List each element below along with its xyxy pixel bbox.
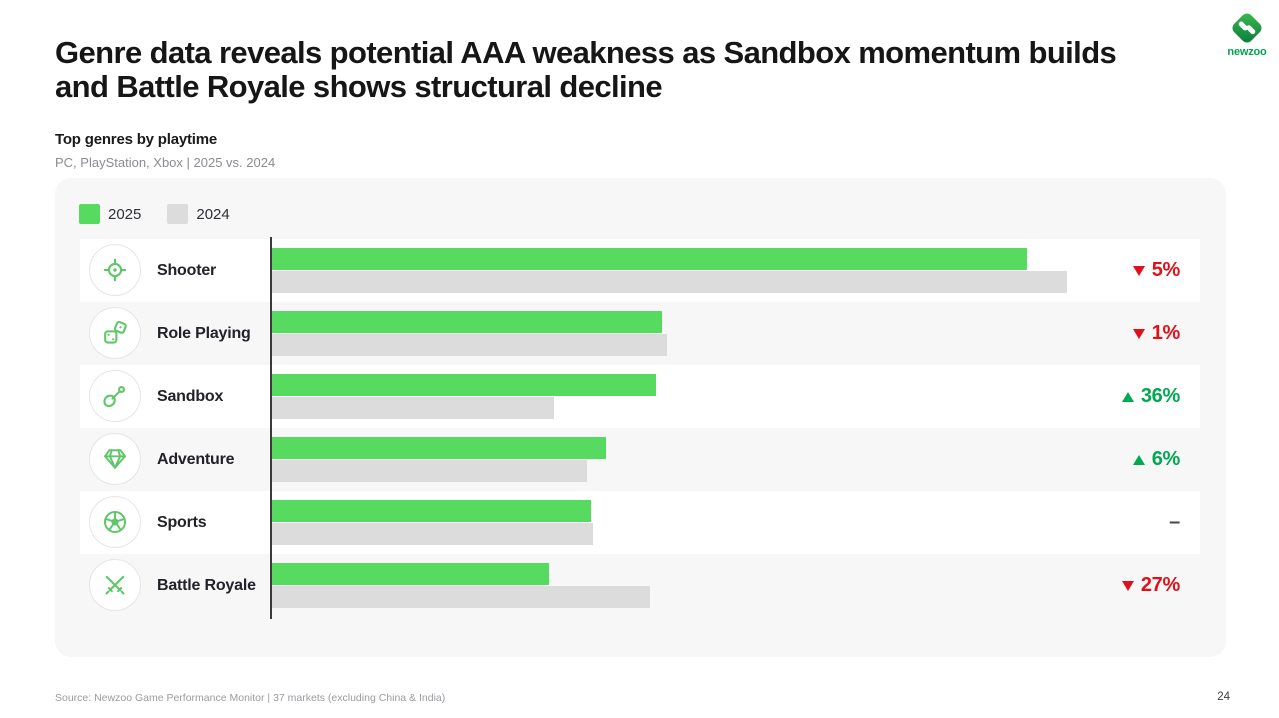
bar-2024	[272, 460, 587, 482]
legend-swatch-2025	[79, 204, 100, 224]
change-label: –	[1169, 491, 1180, 554]
legend-label-2025: 2025	[108, 205, 142, 223]
title-line-2: and Battle Royale shows structural decli…	[55, 69, 663, 104]
genre-row: Battle Royale 27%	[80, 554, 1200, 617]
change-percent: 1%	[1151, 322, 1181, 344]
change-percent: 6%	[1151, 448, 1181, 470]
chart-panel: 2025 2024 Shooter 5% Role Playing	[55, 178, 1226, 657]
legend-swatch-2024	[167, 204, 189, 224]
genre-icon-circle	[89, 244, 141, 296]
newzoo-logo: newzoo	[1223, 8, 1271, 58]
genre-label: Sports	[157, 513, 207, 531]
axis-baseline	[270, 237, 272, 619]
genre-row: Sports –	[80, 491, 1200, 554]
change-percent: 27%	[1140, 574, 1180, 596]
change-percent: 5%	[1151, 259, 1181, 281]
chart-subheading: PC, PlayStation, Xbox | 2025 vs. 2024	[55, 155, 276, 170]
bar-2025	[272, 437, 606, 459]
genre-label: Sandbox	[157, 387, 224, 405]
change-label: 6%	[1132, 428, 1181, 491]
chart-rows: Shooter 5% Role Playing 1% Sandbox 3	[80, 237, 1200, 619]
genre-label: Role Playing	[157, 324, 251, 342]
change-arrow-icon	[1132, 265, 1145, 276]
genre-row: Role Playing 1%	[80, 302, 1200, 365]
source-note: Source: Newzoo Game Performance Monitor …	[55, 692, 446, 704]
change-label: 27%	[1121, 554, 1180, 617]
genre-icon-circle	[89, 559, 141, 611]
genre-icon-circle	[89, 496, 141, 548]
gem-icon	[104, 449, 126, 469]
change-label: 36%	[1121, 365, 1180, 428]
title-line-1: Genre data reveals potential AAA weaknes…	[55, 35, 1117, 70]
change-arrow-icon	[1132, 454, 1145, 465]
genre-label: Battle Royale	[157, 576, 256, 594]
shovel-icon	[103, 385, 126, 408]
genre-row: Adventure 6%	[80, 428, 1200, 491]
change-arrow-icon	[1132, 328, 1145, 339]
bar-2025	[272, 311, 663, 333]
genre-label: Shooter	[157, 261, 217, 279]
page-title: Genre data reveals potential AAA weaknes…	[55, 36, 1225, 104]
newzoo-diamond-icon	[1232, 13, 1262, 43]
bar-2024	[272, 271, 1067, 293]
genre-row: Sandbox 36%	[80, 365, 1200, 428]
change-percent: 36%	[1140, 385, 1180, 407]
bar-2025	[272, 500, 591, 522]
soccer-ball-icon	[103, 510, 127, 534]
genre-label: Adventure	[157, 450, 235, 468]
genre-icon-circle	[89, 433, 141, 485]
change-arrow-icon	[1121, 391, 1134, 402]
change-label: 1%	[1132, 302, 1181, 365]
crossed-swords-icon	[105, 575, 125, 595]
legend-label-2024: 2024	[196, 205, 230, 223]
chart-legend: 2025 2024	[79, 204, 244, 224]
genre-row: Shooter 5%	[80, 239, 1200, 302]
change-label: 5%	[1132, 239, 1181, 302]
chart-heading: Top genres by playtime	[55, 131, 218, 148]
dice-icon	[104, 320, 127, 344]
bar-2025	[272, 374, 656, 396]
bar-2024	[272, 586, 650, 608]
newzoo-logo-text: newzoo	[1227, 46, 1267, 58]
legend-item-2024: 2024	[167, 204, 230, 224]
change-percent: –	[1169, 511, 1180, 533]
bar-2024	[272, 334, 668, 356]
legend-item-2025: 2025	[79, 204, 141, 224]
bar-2025	[272, 563, 549, 585]
page-number: 24	[1217, 691, 1230, 703]
change-arrow-icon	[1121, 580, 1134, 591]
genre-icon-circle	[89, 307, 141, 359]
bar-2025	[272, 248, 1028, 270]
bar-2024	[272, 523, 594, 545]
bar-2024	[272, 397, 555, 419]
crosshair-icon	[103, 258, 127, 282]
genre-icon-circle	[89, 370, 141, 422]
